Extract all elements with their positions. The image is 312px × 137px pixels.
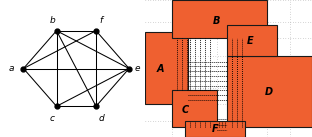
Text: C: C [182,105,189,115]
Bar [185,121,245,137]
Bar [227,25,277,56]
Text: B: B [213,16,221,25]
Bar [145,32,188,104]
Text: e: e [135,64,140,73]
Bar [172,0,267,38]
Text: F: F [212,124,218,134]
Bar [172,90,217,127]
Text: D: D [265,87,273,97]
Text: E: E [247,36,254,46]
Text: A: A [156,64,164,73]
Text: f: f [100,16,103,25]
Text: c: c [50,114,55,123]
Text: d: d [99,114,104,123]
Text: a: a [9,64,14,73]
Text: b: b [49,16,55,25]
Bar [227,56,312,127]
